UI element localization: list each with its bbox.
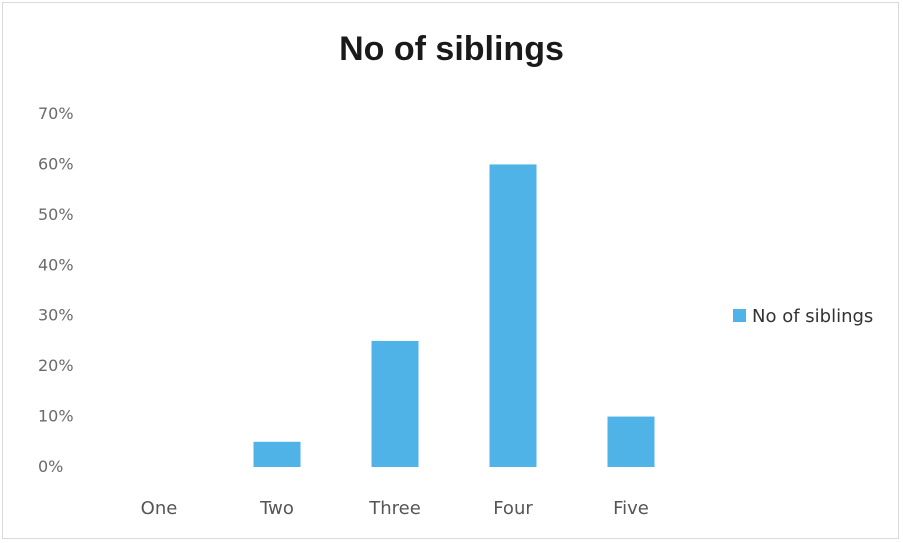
bar [489,164,537,467]
y-tick-label: 10% [38,407,74,426]
x-axis: One Two Three Four Five [141,498,649,519]
bar [253,441,301,467]
chart-title: No of siblings [339,30,564,68]
y-tick-label: 30% [38,306,74,325]
y-tick-label: 50% [38,205,74,224]
bars [253,164,655,467]
y-axis: 0% 10% 20% 30% 40% 50% 60% 70% [38,104,74,476]
y-tick-label: 40% [38,255,74,274]
x-tick-label: Three [368,498,421,519]
y-tick-label: 0% [38,457,63,476]
bar [371,340,419,467]
legend-label: No of siblings [752,306,873,327]
x-tick-label: Two [259,498,294,519]
x-tick-label: One [141,498,178,519]
y-tick-label: 20% [38,356,74,375]
x-tick-label: Five [613,498,649,519]
y-tick-label: 60% [38,154,74,173]
legend-swatch [733,309,746,322]
x-tick-label: Four [493,498,533,519]
y-tick-label: 70% [38,104,74,123]
legend: No of siblings [733,306,873,327]
bar [607,416,655,467]
